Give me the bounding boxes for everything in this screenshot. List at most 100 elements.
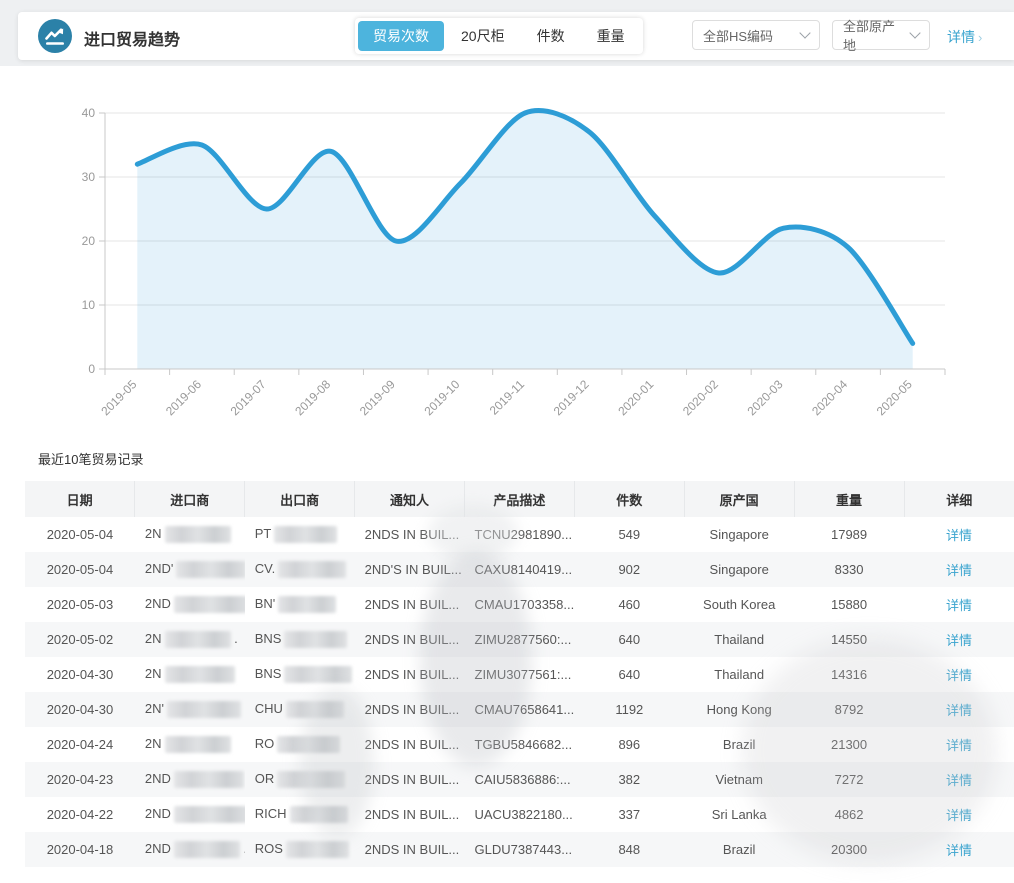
cell-country: Singapore (709, 562, 769, 577)
redacted-mosaic (173, 806, 245, 824)
redacted-mosaic (173, 771, 244, 789)
origin-select[interactable]: 全部原产地 (832, 19, 930, 53)
cell-exporter: BNS (245, 657, 355, 692)
cell-importer: 2N (135, 727, 245, 762)
column-header-1: 进口商 (134, 481, 245, 517)
redacted-mosaic (277, 736, 341, 754)
x-axis-label: 2020-03 (745, 377, 786, 418)
importer-prefix: 2N' (144, 700, 164, 716)
origin-select-value: 全部原产地 (843, 19, 896, 53)
page-title: 进口贸易趋势 (84, 32, 181, 49)
hs-code-select[interactable]: 全部HS编码 (692, 20, 820, 50)
cell-detail: 详情 (904, 692, 1014, 727)
importer-suffix: . (230, 630, 238, 646)
table-row: 2020-04-23 2ND OR 2NDS IN BUIL... CAIU583688… (25, 762, 1014, 797)
redacted-mosaic (284, 631, 348, 649)
cell-notify: 2NDS IN BUIL... (364, 737, 460, 752)
cell-product: CAXU8140419... (474, 562, 573, 577)
redacted-mosaic (173, 596, 245, 614)
exporter-prefix: ROS (254, 840, 283, 856)
cell-weight: 4862 (834, 807, 864, 822)
trend-area-chart: 0 10 20 30 40 2019-05 2019-06 2019-07 2019-08 201… (82, 106, 946, 418)
cell-importer: 2ND (135, 797, 245, 832)
importer-prefix: 2ND (144, 805, 171, 821)
row-detail-link[interactable]: 详情 (945, 843, 972, 858)
redacted-mosaic (176, 561, 245, 579)
cell-date: 2020-04-22 (46, 807, 114, 822)
redacted-mosaic (278, 596, 337, 614)
cell-date: 2020-05-02 (46, 632, 114, 647)
importer-prefix: 2N (144, 665, 162, 681)
cell-qty: 640 (618, 667, 641, 682)
cell-country: Singapore (709, 527, 769, 542)
row-detail-link[interactable]: 详情 (945, 773, 972, 788)
cell-weight: 14316 (830, 667, 868, 682)
importer-prefix: 2ND (144, 770, 171, 786)
trend-chart-icon (38, 19, 72, 53)
row-detail-link[interactable]: 详情 (945, 563, 972, 578)
cell-detail: 详情 (904, 832, 1014, 867)
cell-product: TGBU5846682... (474, 737, 573, 752)
row-detail-link[interactable]: 详情 (945, 703, 972, 718)
cell-importer: 2ND (135, 762, 245, 797)
redacted-mosaic (278, 561, 347, 579)
exporter-prefix: BNS (254, 665, 282, 681)
cell-notify: 2NDS IN BUIL... (364, 807, 460, 822)
y-axis-label: 30 (82, 170, 96, 184)
cell-product: ZIMU2877560:... (474, 632, 572, 647)
metric-tab-0[interactable]: 贸易次数 (358, 21, 444, 51)
table-row: 2020-04-30 2N BNS 2NDS IN BUIL... ZIMU307756… (25, 657, 1014, 692)
exporter-prefix: CHU (254, 700, 283, 716)
cell-country: Sri Lanka (711, 807, 767, 822)
cell-importer: 2ND' (135, 552, 245, 587)
importer-prefix: 2ND (144, 595, 171, 611)
cell-detail: 详情 (904, 762, 1014, 797)
cell-product: CAIU5836886:... (474, 772, 571, 787)
metric-tab-1[interactable]: 20尺柜 (461, 28, 505, 44)
row-detail-link[interactable]: 详情 (945, 633, 972, 648)
cell-date: 2020-04-23 (46, 772, 114, 787)
importer-prefix: 2N (144, 735, 162, 751)
y-axis-label: 20 (82, 234, 96, 248)
x-axis-label: 2019-11 (487, 377, 528, 418)
row-detail-link[interactable]: 详情 (945, 668, 972, 683)
row-detail-link[interactable]: 详情 (945, 528, 972, 543)
cell-exporter: PT (245, 517, 355, 552)
cell-notify: 2NDS IN BUIL... (364, 702, 460, 717)
cell-qty: 549 (618, 527, 641, 542)
x-axis-label: 2020-04 (809, 377, 850, 418)
cell-product: GLDU7387443... (474, 842, 573, 857)
area-fill (137, 110, 913, 370)
exporter-prefix: RO (254, 735, 275, 751)
table-head: 日期 进口商 出口商 通知人 产品描述 件数 原产国 重量 详细 (25, 481, 1014, 517)
column-header-8: 详细 (903, 481, 1014, 517)
cell-product: CMAU1703358... (474, 597, 575, 612)
importer-prefix: 2N (144, 630, 162, 646)
metric-tab-3[interactable]: 重量 (596, 28, 625, 44)
cell-country: Thailand (714, 667, 765, 682)
row-detail-link[interactable]: 详情 (945, 808, 972, 823)
x-axis-label: 2019-09 (357, 377, 398, 418)
cell-importer: 2N (135, 517, 245, 552)
redacted-mosaic (285, 841, 349, 859)
metric-tab-group: 贸易次数 20尺柜 件数 重量 (355, 18, 643, 54)
x-axis-label: 2019-05 (98, 377, 139, 418)
cell-product: TCNU2981890... (474, 527, 573, 542)
cell-exporter: RICH (245, 797, 355, 832)
redacted-mosaic (284, 666, 353, 684)
cell-exporter: BN' (245, 587, 355, 622)
x-axis-label: 2019-08 (292, 377, 333, 418)
cell-detail: 详情 (904, 727, 1014, 762)
row-detail-link[interactable]: 详情 (945, 738, 972, 753)
row-detail-link[interactable]: 详情 (945, 598, 972, 613)
table-row: 2020-05-04 2ND' CV. 2ND'S IN BUIL... CAXU814… (25, 552, 1014, 587)
column-header-0: 日期 (25, 481, 135, 517)
column-header-7: 重量 (793, 481, 904, 517)
cell-detail: 详情 (904, 797, 1014, 832)
table-row: 2020-04-24 2N RO 2NDS IN BUIL... TGBU5846682… (25, 727, 1014, 762)
cell-date: 2020-05-03 (46, 597, 114, 612)
metric-tab-2[interactable]: 件数 (536, 28, 565, 44)
cell-notify: 2NDS IN BUIL... (364, 632, 460, 647)
header-detail-link[interactable]: 详情 › (947, 27, 982, 47)
hs-code-select-value: 全部HS编码 (703, 28, 774, 44)
